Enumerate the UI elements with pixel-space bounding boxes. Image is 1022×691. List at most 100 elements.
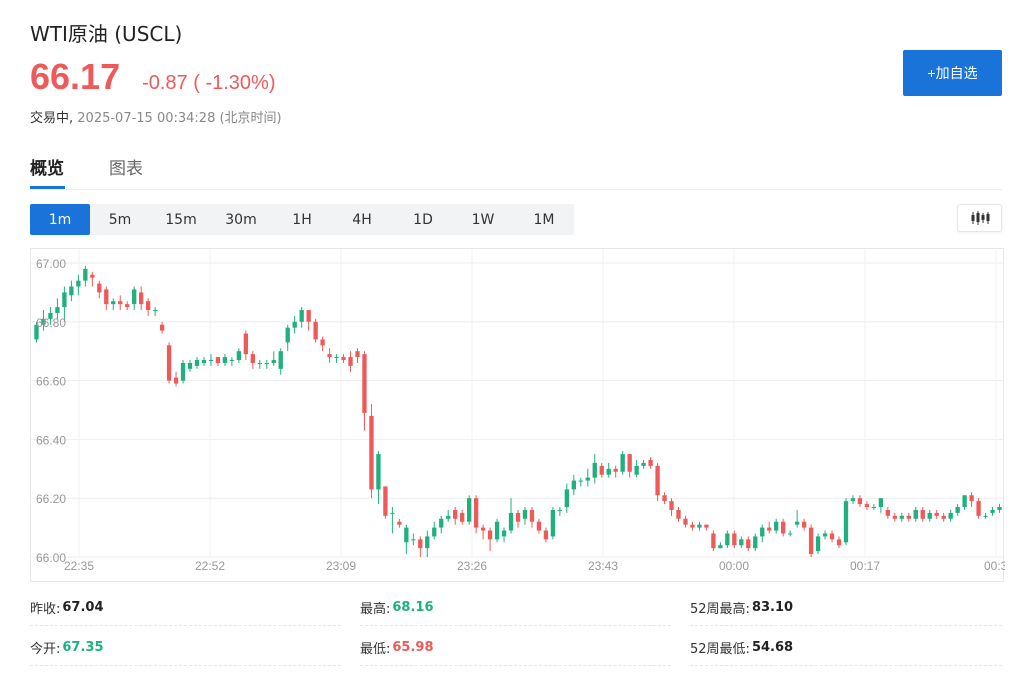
candle-up bbox=[962, 495, 967, 510]
candle-up bbox=[132, 286, 137, 311]
candle-body bbox=[711, 533, 716, 549]
chart-type-button[interactable] bbox=[957, 204, 1002, 232]
candle-up bbox=[222, 354, 228, 366]
candle-body bbox=[522, 509, 528, 519]
candle-body bbox=[369, 415, 374, 490]
candle-body bbox=[152, 310, 158, 312]
candle-down bbox=[857, 495, 863, 508]
candle-down bbox=[320, 336, 325, 352]
candle-up bbox=[446, 509, 451, 522]
candle-body bbox=[794, 521, 800, 525]
candle-body bbox=[718, 545, 723, 549]
candle-body bbox=[927, 512, 932, 519]
candle-body bbox=[767, 527, 772, 531]
candle-up bbox=[257, 360, 262, 369]
candle-down bbox=[683, 515, 688, 528]
candle-body bbox=[843, 501, 849, 543]
candle-up bbox=[76, 274, 81, 296]
candle-body bbox=[948, 512, 953, 519]
candle-body bbox=[732, 533, 737, 546]
candle-body bbox=[746, 539, 751, 549]
candle-up bbox=[878, 498, 884, 513]
candle-body bbox=[620, 454, 625, 472]
candle-down bbox=[139, 286, 144, 311]
period-4h[interactable]: 4H bbox=[352, 211, 372, 228]
candle-body bbox=[585, 477, 590, 481]
price-chart[interactable]: 67.00 66.80 66.60 66.40 66.20 66.00 22:35 22:5… bbox=[30, 248, 1008, 582]
candle-down bbox=[313, 318, 318, 343]
candle-body bbox=[801, 521, 807, 528]
candle-body bbox=[132, 289, 137, 305]
stat-label: 今开: bbox=[30, 642, 61, 657]
candle-body bbox=[257, 362, 262, 364]
candle-body bbox=[390, 512, 395, 514]
tab-chart[interactable]: 图表 bbox=[109, 159, 143, 179]
candle-up bbox=[955, 504, 960, 516]
candle-up bbox=[55, 298, 60, 319]
candle-body bbox=[606, 468, 611, 475]
period-15m[interactable]: 15m bbox=[165, 211, 197, 228]
candle-body bbox=[578, 480, 583, 482]
candle-body bbox=[836, 539, 842, 546]
tab-overview[interactable]: 概览 bbox=[30, 159, 64, 179]
candle-down bbox=[711, 530, 716, 552]
candle-up bbox=[494, 518, 500, 543]
candle-body bbox=[920, 509, 925, 519]
candlestick-chart: 67.00 66.80 66.60 66.40 66.20 66.00 22:35 22:5… bbox=[31, 249, 1008, 573]
period-1m[interactable]: 1m bbox=[30, 204, 90, 235]
candle-body bbox=[480, 527, 486, 531]
candle-up bbox=[292, 315, 297, 334]
candle-body bbox=[348, 357, 353, 366]
candle-up bbox=[466, 495, 472, 525]
candle-up bbox=[753, 533, 758, 552]
candle-body bbox=[334, 357, 339, 359]
candle-up bbox=[439, 515, 444, 534]
candle-down bbox=[104, 286, 109, 311]
candle-body bbox=[648, 459, 653, 466]
stat-value: 54.68 bbox=[751, 640, 794, 655]
x-tick-label: 00:17 bbox=[850, 559, 880, 573]
candle-up bbox=[606, 462, 611, 478]
candle-body bbox=[41, 318, 46, 325]
candle-down bbox=[920, 507, 925, 522]
candle-down bbox=[536, 518, 542, 534]
candle-body bbox=[787, 533, 793, 535]
candle-up bbox=[152, 307, 158, 316]
candle-down bbox=[941, 512, 946, 522]
y-tick-label: 66.20 bbox=[36, 492, 66, 506]
candle-up bbox=[69, 280, 74, 302]
candle-down bbox=[173, 371, 179, 387]
stat-52w-low: 52周最低: 54.68 bbox=[690, 630, 1002, 666]
candle-up bbox=[571, 474, 576, 496]
candle-body bbox=[97, 283, 102, 293]
candle-body bbox=[655, 465, 660, 496]
period-1mo[interactable]: 1M bbox=[533, 211, 555, 228]
candle-up bbox=[620, 451, 625, 475]
candle-down bbox=[418, 536, 423, 557]
period-selector: 1m 5m 15m 30m 1H 4H 1D 1W 1M bbox=[30, 204, 574, 235]
candle-body bbox=[634, 465, 639, 475]
candle-body bbox=[627, 454, 632, 472]
candle-down bbox=[613, 465, 618, 478]
candle-up bbox=[34, 321, 39, 343]
candle-body bbox=[997, 507, 1002, 510]
period-30m[interactable]: 30m bbox=[225, 211, 257, 228]
candle-body bbox=[320, 339, 325, 346]
candle-down bbox=[480, 524, 486, 540]
period-1h[interactable]: 1H bbox=[292, 211, 312, 228]
candle-down bbox=[599, 462, 604, 478]
candle-down bbox=[166, 342, 172, 384]
y-tick-label: 66.60 bbox=[36, 375, 66, 389]
stat-high: 最高: 68.16 bbox=[360, 590, 671, 626]
last-price: 66.17 bbox=[30, 56, 121, 97]
candle-down bbox=[662, 492, 667, 505]
add-to-watchlist-button[interactable]: +加自选 bbox=[903, 50, 1002, 96]
active-tab-indicator bbox=[30, 186, 65, 189]
candle-body bbox=[913, 509, 918, 519]
candle-up bbox=[787, 530, 793, 537]
period-1d[interactable]: 1D bbox=[413, 211, 433, 228]
stat-prev-close: 昨收: 67.04 bbox=[30, 590, 341, 626]
period-1w[interactable]: 1W bbox=[471, 211, 495, 228]
period-5m[interactable]: 5m bbox=[108, 211, 132, 228]
candle-body bbox=[69, 286, 74, 296]
